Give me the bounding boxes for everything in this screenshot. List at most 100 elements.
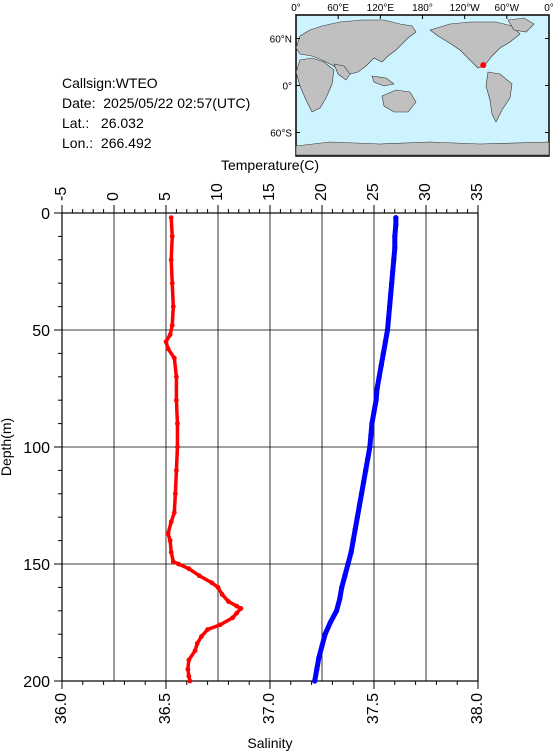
- temperature-tick-labels: -5 0 5 10 15 20 25 30 35: [53, 183, 486, 201]
- salinity-point: [226, 599, 231, 604]
- map-top-label: 0°: [544, 3, 553, 14]
- temperature-tick-label: 5: [157, 192, 174, 201]
- map-top-label: 180°: [412, 3, 433, 14]
- salinity-tick-label: 38.0: [469, 693, 486, 724]
- salinity-point: [170, 304, 176, 309]
- temperature-point: [388, 292, 394, 298]
- salinity-point: [234, 603, 240, 609]
- salinity-point: [165, 531, 171, 536]
- salinity-point: [176, 561, 181, 567]
- plot-frame: [61, 212, 479, 682]
- temperature-point: [363, 467, 369, 473]
- depth-tick-label: 50: [32, 323, 50, 340]
- salinity-profile-line: [164, 215, 243, 683]
- temperature-point: [339, 584, 345, 591]
- temperature-tick-label: -5: [53, 187, 70, 201]
- map-top-label: 0°: [291, 3, 301, 14]
- salinity-point: [219, 592, 225, 597]
- salinity-point: [205, 627, 211, 632]
- salinity-point: [170, 559, 176, 565]
- salinity-point: [198, 634, 204, 639]
- temperature-point: [389, 280, 395, 286]
- salinity-point: [174, 374, 179, 380]
- temperature-point: [356, 502, 363, 509]
- chart-grid: [61, 212, 479, 682]
- salinity-point: [168, 215, 174, 221]
- temperature-point: [350, 538, 356, 544]
- map-top-labels: 0° 60°E 120°E 180° 120°W 60°W 0°: [291, 3, 553, 14]
- temperature-point: [314, 666, 320, 672]
- minor-ticks: [54, 205, 479, 689]
- temperature-point: [384, 327, 391, 333]
- temperature-point: [365, 456, 371, 462]
- salinity-point: [215, 585, 221, 590]
- lat-text: Lat.: 26.032: [62, 115, 144, 131]
- temperature-tick-label: 10: [209, 183, 226, 201]
- temperature-point: [376, 374, 382, 380]
- temperature-tick-label: 0: [105, 192, 122, 201]
- salinity-point: [217, 622, 223, 628]
- depth-axis-title: Depth(m): [0, 418, 14, 476]
- temperature-point: [327, 619, 333, 626]
- salinity-point: [169, 322, 175, 328]
- map-top-label: 120°E: [367, 3, 395, 14]
- salinity-point: [167, 332, 173, 338]
- salinity-point: [171, 510, 177, 515]
- temperature-point: [348, 549, 354, 555]
- salinity-point: [165, 346, 171, 352]
- temperature-point: [374, 385, 380, 392]
- temperature-profile-line: [312, 215, 399, 684]
- salinity-point: [174, 397, 179, 403]
- map-left-labels: 60°N 0° 60°S: [270, 35, 293, 140]
- temperature-point: [354, 514, 360, 520]
- temperature-point: [361, 479, 367, 485]
- salinity-point: [171, 355, 177, 361]
- temperature-tick-label: 30: [417, 183, 434, 201]
- salinity-point: [192, 648, 198, 653]
- temperature-point: [382, 339, 389, 345]
- temperature-point: [312, 678, 318, 684]
- temperature-point: [316, 655, 322, 661]
- map-left-label: 60°N: [270, 35, 292, 46]
- salinity-point: [234, 610, 240, 616]
- salinity-point: [209, 580, 215, 586]
- salinity-tick-label: 36.5: [157, 693, 174, 724]
- salinity-tick-labels: 36.0 36.5 37.0 37.5 38.0: [53, 693, 486, 724]
- salinity-point: [194, 641, 200, 646]
- date-text: Date: 2025/05/22 02:57(UTC): [62, 95, 251, 111]
- salinity-point: [169, 280, 175, 286]
- salinity-point: [175, 444, 180, 450]
- temperature-tick-label: 20: [313, 183, 330, 201]
- temperature-tick-label: 15: [261, 183, 278, 201]
- station-info: Callsign:WTEO Date: 2025/05/22 02:57(UTC…: [62, 73, 250, 153]
- temperature-point: [387, 304, 393, 310]
- salinity-point: [163, 339, 169, 345]
- temperature-point: [391, 257, 397, 263]
- salinity-tick-label: 37.0: [261, 693, 278, 724]
- map-left-label: 0°: [282, 82, 292, 93]
- salinity-point: [169, 234, 175, 239]
- salinity-point: [168, 549, 174, 555]
- salinity-point: [172, 491, 178, 497]
- temperature-point: [352, 526, 358, 532]
- temperature-point: [390, 268, 396, 275]
- salinity-point: [167, 538, 173, 543]
- temperature-point: [371, 409, 377, 415]
- callsign-text: Callsign:WTEO: [62, 75, 158, 91]
- salinity-tick-label: 36.0: [53, 693, 70, 724]
- depth-tick-labels: 0 50 100 150 200: [23, 206, 50, 691]
- salinity-point: [186, 657, 192, 663]
- map-top-label: 60°E: [327, 3, 349, 14]
- salinity-point: [187, 678, 193, 684]
- depth-tick-label: 100: [23, 440, 50, 457]
- temperature-point: [378, 362, 384, 368]
- temperature-point: [345, 561, 351, 567]
- salinity-point: [230, 615, 235, 621]
- station-marker: [480, 62, 487, 69]
- temperature-point: [380, 350, 386, 356]
- temperature-point: [333, 608, 340, 614]
- salinity-point: [168, 519, 174, 525]
- temperature-point: [342, 573, 348, 579]
- temperature-point: [368, 432, 374, 438]
- temperature-point: [367, 444, 373, 450]
